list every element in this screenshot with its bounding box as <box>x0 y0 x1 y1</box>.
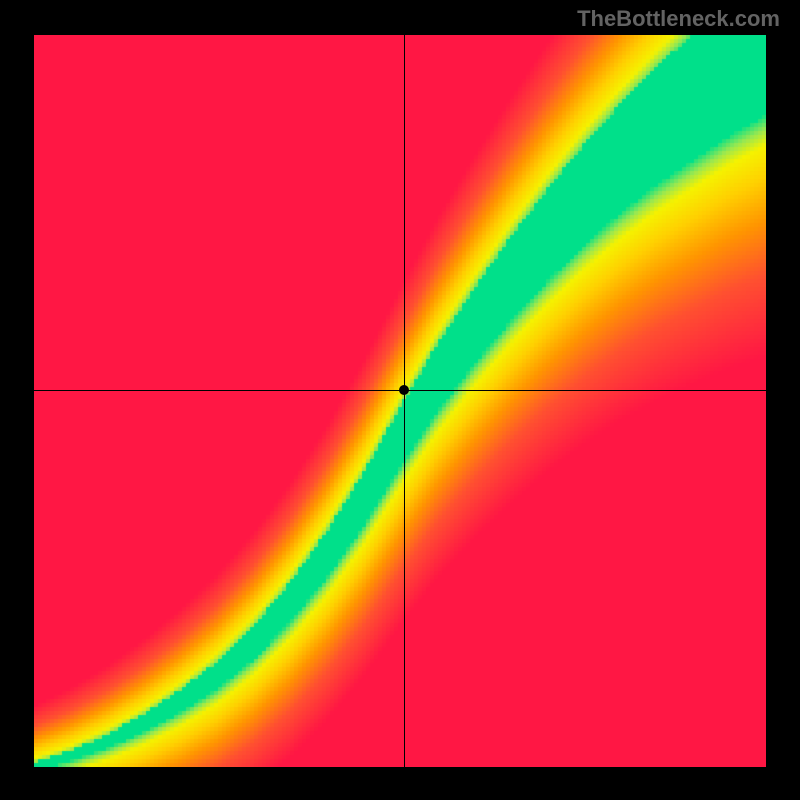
watermark-text: TheBottleneck.com <box>577 6 780 32</box>
crosshair-vertical <box>404 35 405 767</box>
plot-area <box>34 35 766 767</box>
heatmap-canvas <box>34 35 766 767</box>
crosshair-marker <box>399 385 409 395</box>
chart-container: TheBottleneck.com <box>0 0 800 800</box>
